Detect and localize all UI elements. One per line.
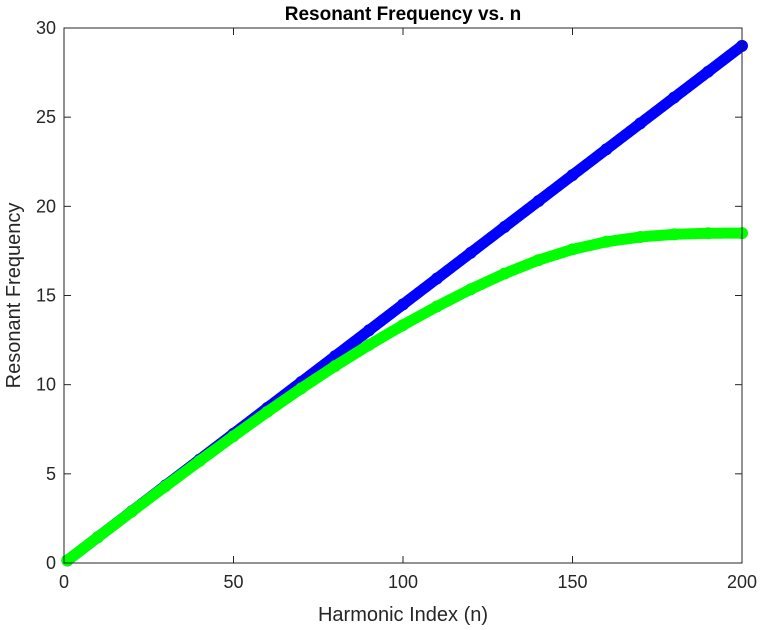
series-2-point (261, 405, 274, 418)
series-2-point (430, 300, 443, 313)
series-2-point (566, 243, 579, 256)
series-1-point (668, 91, 681, 104)
y-tick-label: 5 (46, 464, 56, 484)
series-2-point (61, 554, 74, 567)
series-1-point (702, 65, 715, 78)
series-2-point (498, 267, 511, 280)
y-tick-label: 15 (36, 286, 56, 306)
ticks-layer: 0 50 100 150 200 0 5 10 15 20 25 30 (36, 18, 757, 592)
series-1-point (600, 143, 613, 156)
x-tick-label: 150 (557, 572, 587, 592)
y-tick-label: 10 (36, 375, 56, 395)
y-tick-label: 30 (36, 18, 56, 38)
series-2-point (329, 360, 342, 372)
y-tick-label: 0 (46, 553, 56, 573)
series-1-point (430, 272, 443, 285)
x-tick-label: 50 (223, 572, 243, 592)
x-tick-label: 0 (59, 572, 69, 592)
series-layer (61, 39, 748, 567)
series-2-point (668, 228, 681, 241)
series-2-point (600, 235, 613, 248)
x-tick-label: 200 (727, 572, 757, 592)
series-2-point (159, 480, 172, 493)
y-tick-label: 25 (36, 107, 56, 127)
series-2-point (363, 338, 376, 351)
series-2-point (397, 319, 409, 332)
x-tick-label: 100 (388, 572, 418, 592)
series-2-point (91, 531, 104, 544)
series-1-point (464, 246, 477, 259)
series-2 (61, 227, 748, 567)
series-2-point (227, 430, 240, 443)
series-1-point (363, 324, 376, 337)
series-1-point (397, 298, 409, 311)
series-2-point (702, 227, 715, 240)
series-2-point (464, 283, 477, 296)
series-1-point (634, 117, 647, 130)
y-axis-label: Resonant Frequency (3, 203, 25, 389)
series-2-point (634, 230, 647, 243)
series-2-point (125, 505, 138, 518)
series-2-point (193, 454, 206, 467)
y-tick-label: 20 (36, 196, 56, 216)
series-1-point (532, 194, 545, 207)
series-1-point (498, 220, 511, 233)
series-2-point (532, 254, 545, 267)
x-axis-label: Harmonic Index (n) (318, 604, 488, 626)
series-1-point (566, 169, 579, 182)
series-2-point (295, 382, 308, 395)
chart-title: Resonant Frequency vs. n (285, 4, 522, 25)
